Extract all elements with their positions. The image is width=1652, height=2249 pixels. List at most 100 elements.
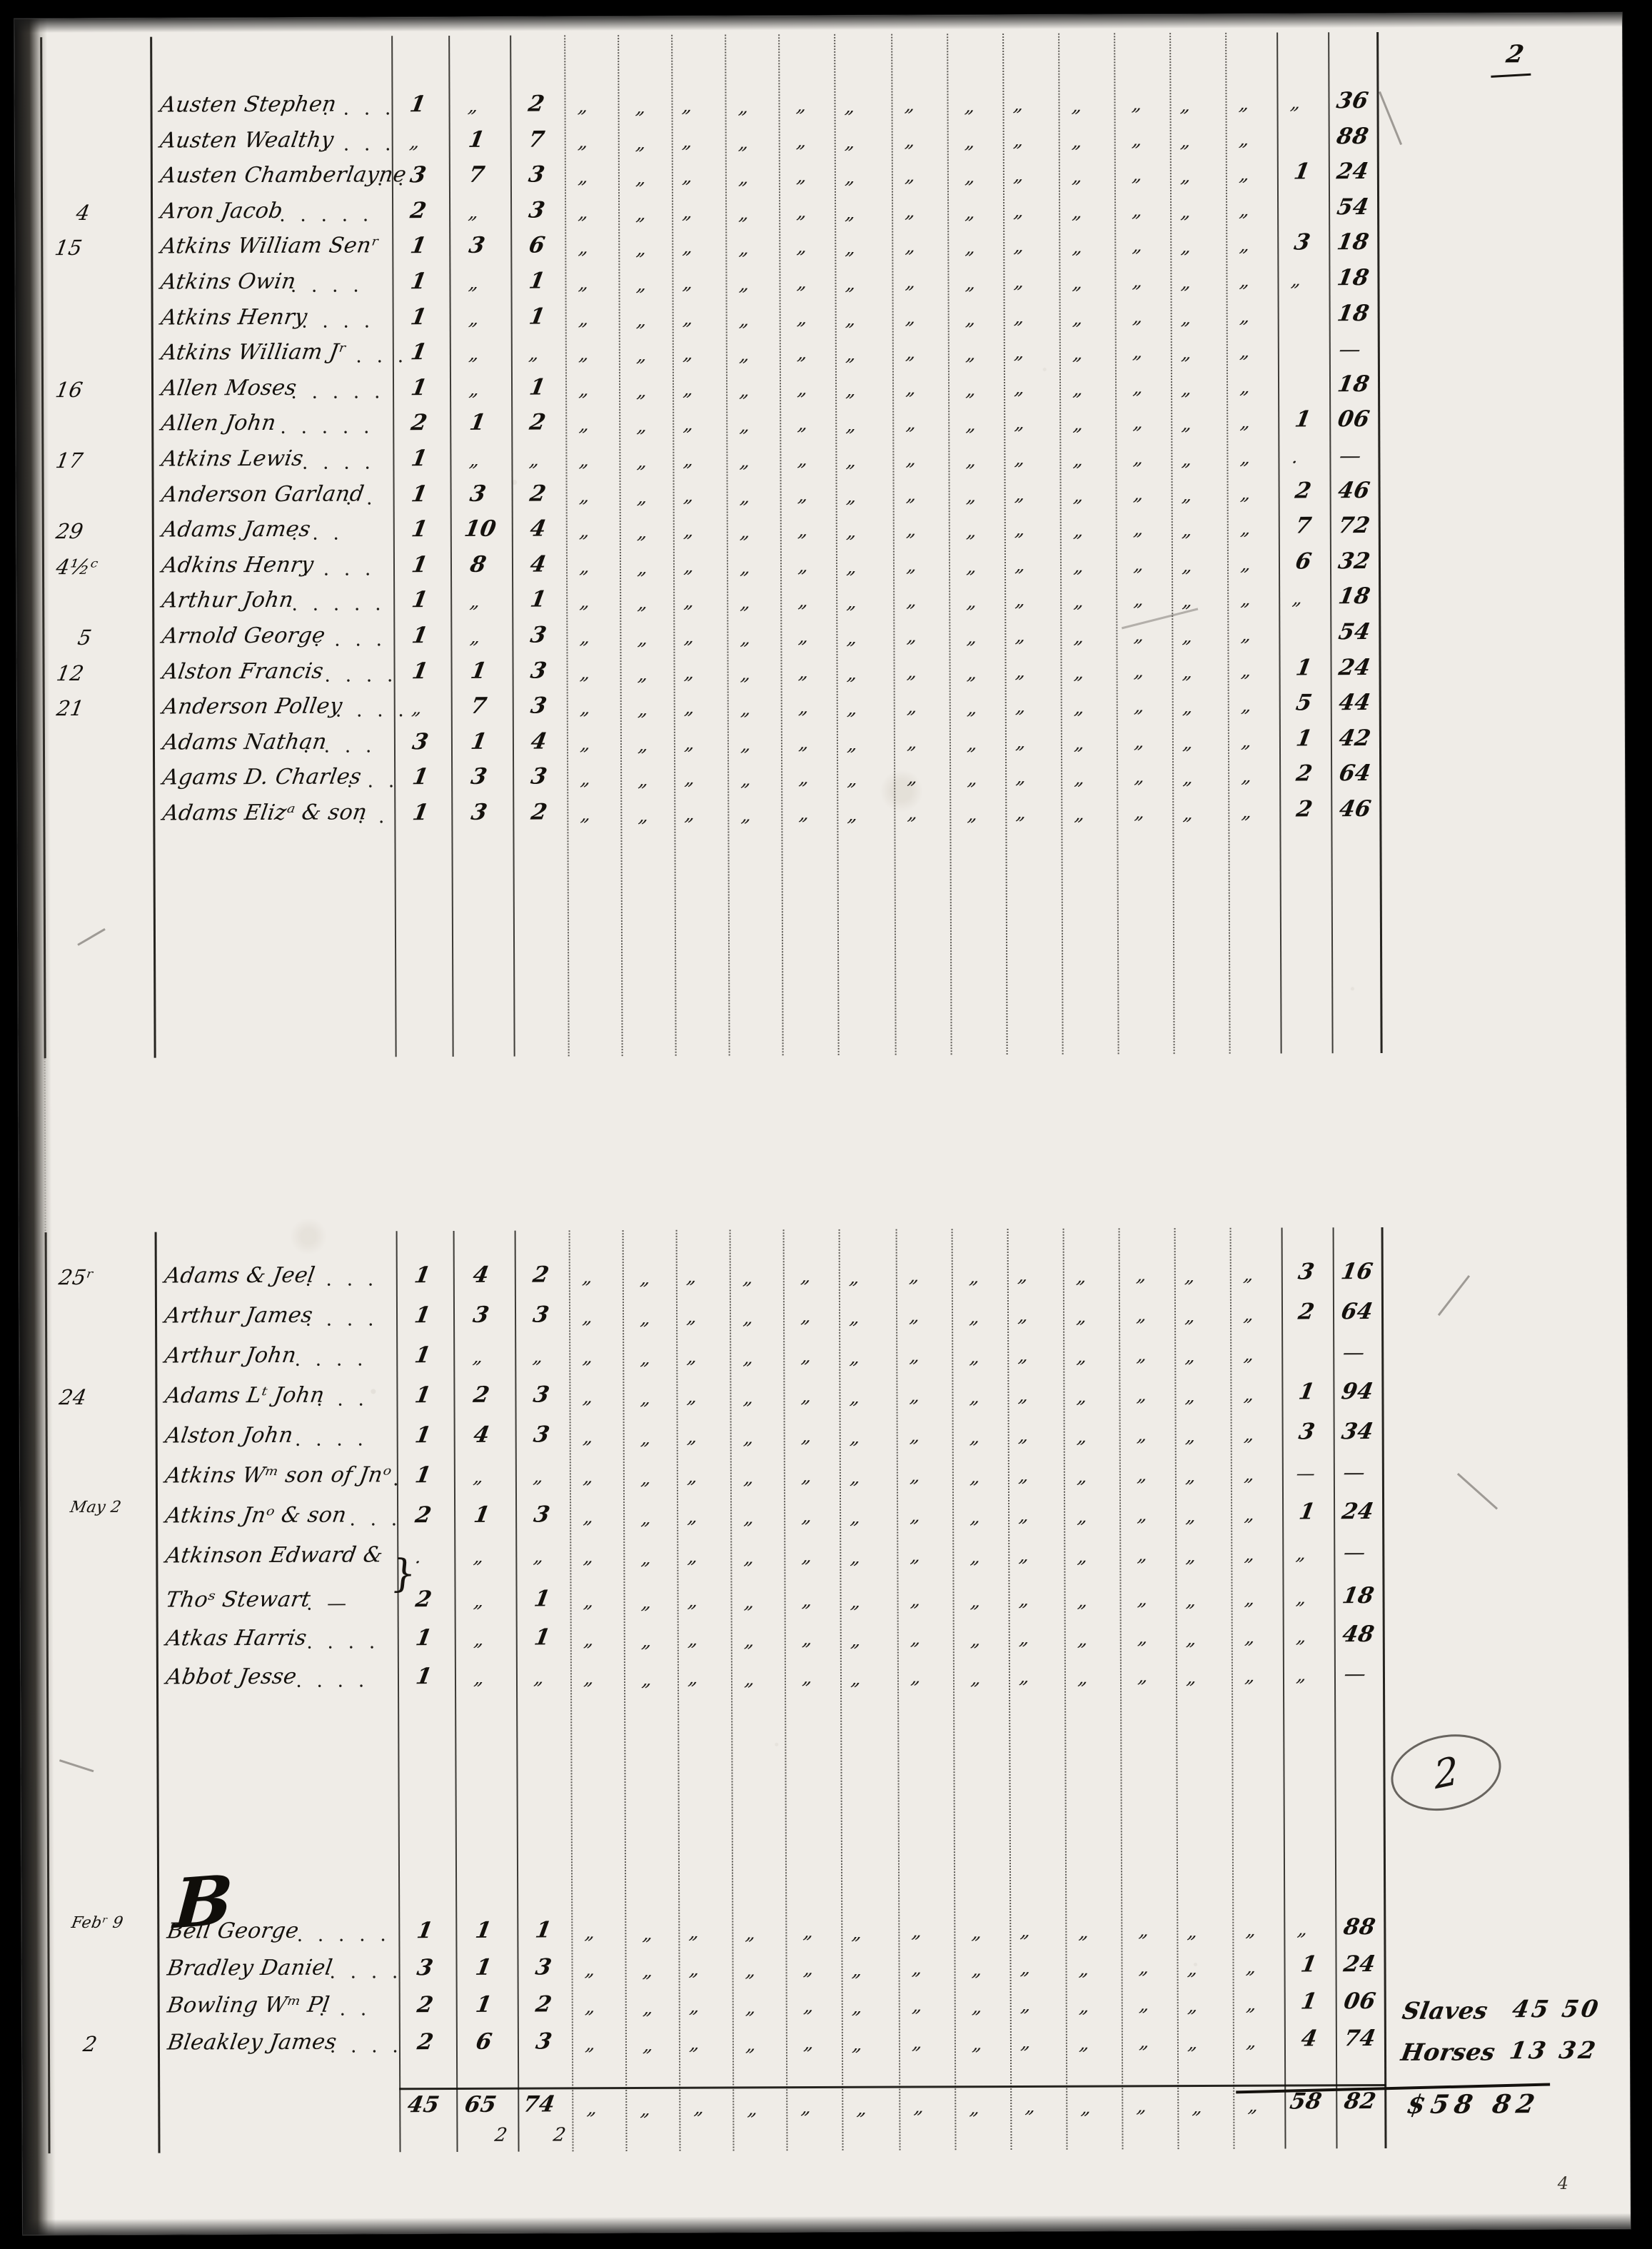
row-ditto-filler: „ bbox=[580, 1267, 595, 1289]
row-ditto-filler: „ bbox=[1183, 1265, 1198, 1288]
row-ditto-filler: „ bbox=[1072, 662, 1087, 684]
totals-ditto-filler: „ bbox=[1079, 2097, 1094, 2119]
row-cents: 48 bbox=[1340, 1621, 1376, 1648]
grid2-vrule-margin bbox=[44, 1232, 51, 2154]
row-ditto-filler: „ bbox=[1014, 625, 1029, 647]
row-c2: „ bbox=[467, 343, 482, 366]
row-ditto-filler: „ bbox=[1180, 448, 1195, 471]
circled-number-annotation: 2 bbox=[1384, 1724, 1509, 1821]
row-name: Atkins Lewis bbox=[159, 446, 306, 472]
row-margin-number: 17 bbox=[54, 448, 86, 473]
row-cents: 42 bbox=[1336, 725, 1373, 752]
row-ditto-filler: „ bbox=[845, 592, 860, 614]
row-ditto-filler: „ bbox=[847, 1307, 863, 1329]
row-ditto-filler: „ bbox=[685, 1266, 700, 1288]
row-ditto-filler: „ bbox=[1132, 589, 1147, 611]
total-c1: 45 bbox=[406, 2092, 442, 2118]
row-ditto-filler: „ bbox=[635, 522, 650, 544]
row-ditto-filler: „ bbox=[1019, 1957, 1034, 1979]
row-leader-dots: . . . . bbox=[322, 132, 396, 156]
row-ditto-filler: „ bbox=[965, 662, 980, 684]
row-ditto-filler: „ bbox=[797, 661, 812, 683]
row-name: Atkins Henry bbox=[158, 304, 309, 331]
totals-ditto-filler: „ bbox=[968, 2098, 983, 2120]
row-cents: 88 bbox=[1341, 1914, 1378, 1941]
row-ditto-filler: „ bbox=[910, 1921, 925, 1943]
row-ditto-filler: „ bbox=[742, 1591, 757, 1614]
row-dollars: 3 bbox=[1296, 1259, 1316, 1285]
row-ditto-filler: „ bbox=[796, 449, 811, 471]
row-ditto-filler: „ bbox=[578, 627, 593, 649]
row-ditto-filler: „ bbox=[1133, 802, 1148, 824]
row-ditto-filler: „ bbox=[1131, 341, 1146, 363]
row-cents: 24 bbox=[1336, 654, 1373, 680]
row-ditto-filler: „ bbox=[795, 343, 810, 365]
row-cents: 06 bbox=[1341, 1988, 1378, 2015]
row-leader-dots: . . . bbox=[349, 1508, 402, 1531]
row-ditto-filler: „ bbox=[797, 768, 812, 790]
grid-vrule-d11 bbox=[1114, 33, 1119, 1055]
row-c3: 2 bbox=[533, 1991, 554, 2018]
row-ditto-filler: „ bbox=[744, 2034, 759, 2056]
row-c3: 2 bbox=[530, 1262, 551, 1288]
row-dollars: 1 bbox=[1293, 406, 1314, 433]
row-leader-dots: . . . . . bbox=[296, 1923, 391, 1946]
row-ditto-filler: „ bbox=[641, 1997, 656, 2019]
row-c3: 2 bbox=[526, 91, 547, 117]
row-ditto-filler: „ bbox=[1134, 1264, 1149, 1287]
row-c2: 7 bbox=[466, 161, 487, 188]
row-c2: 3 bbox=[470, 1302, 492, 1328]
row-ditto-filler: „ bbox=[1134, 1304, 1150, 1327]
grid2-vrule-d7 bbox=[895, 1229, 901, 2150]
row-leader-dots: . . . . bbox=[290, 274, 363, 297]
row-ditto-filler: „ bbox=[845, 627, 860, 649]
row-ditto-filler: „ bbox=[964, 378, 979, 401]
row-ditto-filler: „ bbox=[636, 663, 651, 685]
row-ditto-filler: „ bbox=[1179, 236, 1194, 258]
row-ditto-filler: „ bbox=[1132, 448, 1147, 470]
row-leader-dots: . . . . bbox=[303, 735, 376, 758]
row-ditto-filler: „ bbox=[969, 1591, 984, 1613]
row-ditto-filler: „ bbox=[1075, 1426, 1090, 1448]
row-ditto-filler: „ bbox=[578, 450, 593, 472]
row-ditto-filler: „ bbox=[1019, 1920, 1034, 1942]
row-ditto-filler: „ bbox=[910, 1958, 925, 1980]
row-ditto-filler: „ bbox=[1186, 2032, 1201, 2055]
row-c1: 1 bbox=[408, 374, 430, 401]
row-ditto-filler: „ bbox=[1131, 235, 1146, 257]
row-ditto-filler: „ bbox=[796, 413, 811, 436]
horses-annotation-value: 13 32 bbox=[1507, 2036, 1601, 2065]
row-ditto-filler: „ bbox=[680, 95, 695, 117]
totals-top-rule bbox=[399, 2083, 1386, 2090]
row-ditto-filler: „ bbox=[578, 698, 593, 720]
row-c2: 4 bbox=[470, 1262, 491, 1288]
row-ditto-filler: „ bbox=[1242, 1344, 1257, 1366]
row-ditto-filler: „ bbox=[1019, 2031, 1034, 2053]
grid2-vrule-d5 bbox=[782, 1229, 788, 2151]
total-dollars: 58 bbox=[1288, 2088, 1324, 2115]
row-ditto-filler: „ bbox=[576, 96, 591, 118]
row-ditto-filler: „ bbox=[680, 131, 695, 153]
row-ditto-filler: „ bbox=[1074, 1306, 1090, 1328]
row-ditto-filler: „ bbox=[844, 273, 859, 295]
row-c1: „ bbox=[410, 698, 425, 720]
row-ditto-filler: „ bbox=[1017, 1544, 1032, 1566]
row-ditto-filler: „ bbox=[740, 805, 755, 827]
grid-vrule-d10 bbox=[1058, 33, 1064, 1055]
row-ditto-filler: „ bbox=[847, 1267, 862, 1289]
row-c2: 3 bbox=[469, 799, 490, 825]
row-ditto-filler: „ bbox=[965, 733, 980, 755]
row-dollars: 2 bbox=[1293, 477, 1314, 504]
row-ditto-filler: „ bbox=[1180, 413, 1195, 436]
row-name: Atkins William Senʳ bbox=[158, 233, 381, 259]
row-ditto-filler: „ bbox=[1244, 2031, 1259, 2053]
row-margin-number: 29 bbox=[54, 519, 86, 544]
row-ditto-filler: „ bbox=[742, 1347, 757, 1369]
row-ditto-filler: „ bbox=[1132, 518, 1147, 540]
row-ditto-filler: „ bbox=[738, 557, 754, 579]
row-ditto-filler: „ bbox=[634, 96, 649, 119]
grid-vrule-cents bbox=[1328, 32, 1334, 1054]
row-ditto-filler: „ bbox=[843, 96, 858, 118]
row-ditto-filler: „ bbox=[1244, 1993, 1259, 2016]
section-3-rows: Febʳ 9 Bell George. . . . . 1 1 1 „ „ „ „ „ „ „ „ „ „ „… bbox=[14, 13, 1622, 2058]
